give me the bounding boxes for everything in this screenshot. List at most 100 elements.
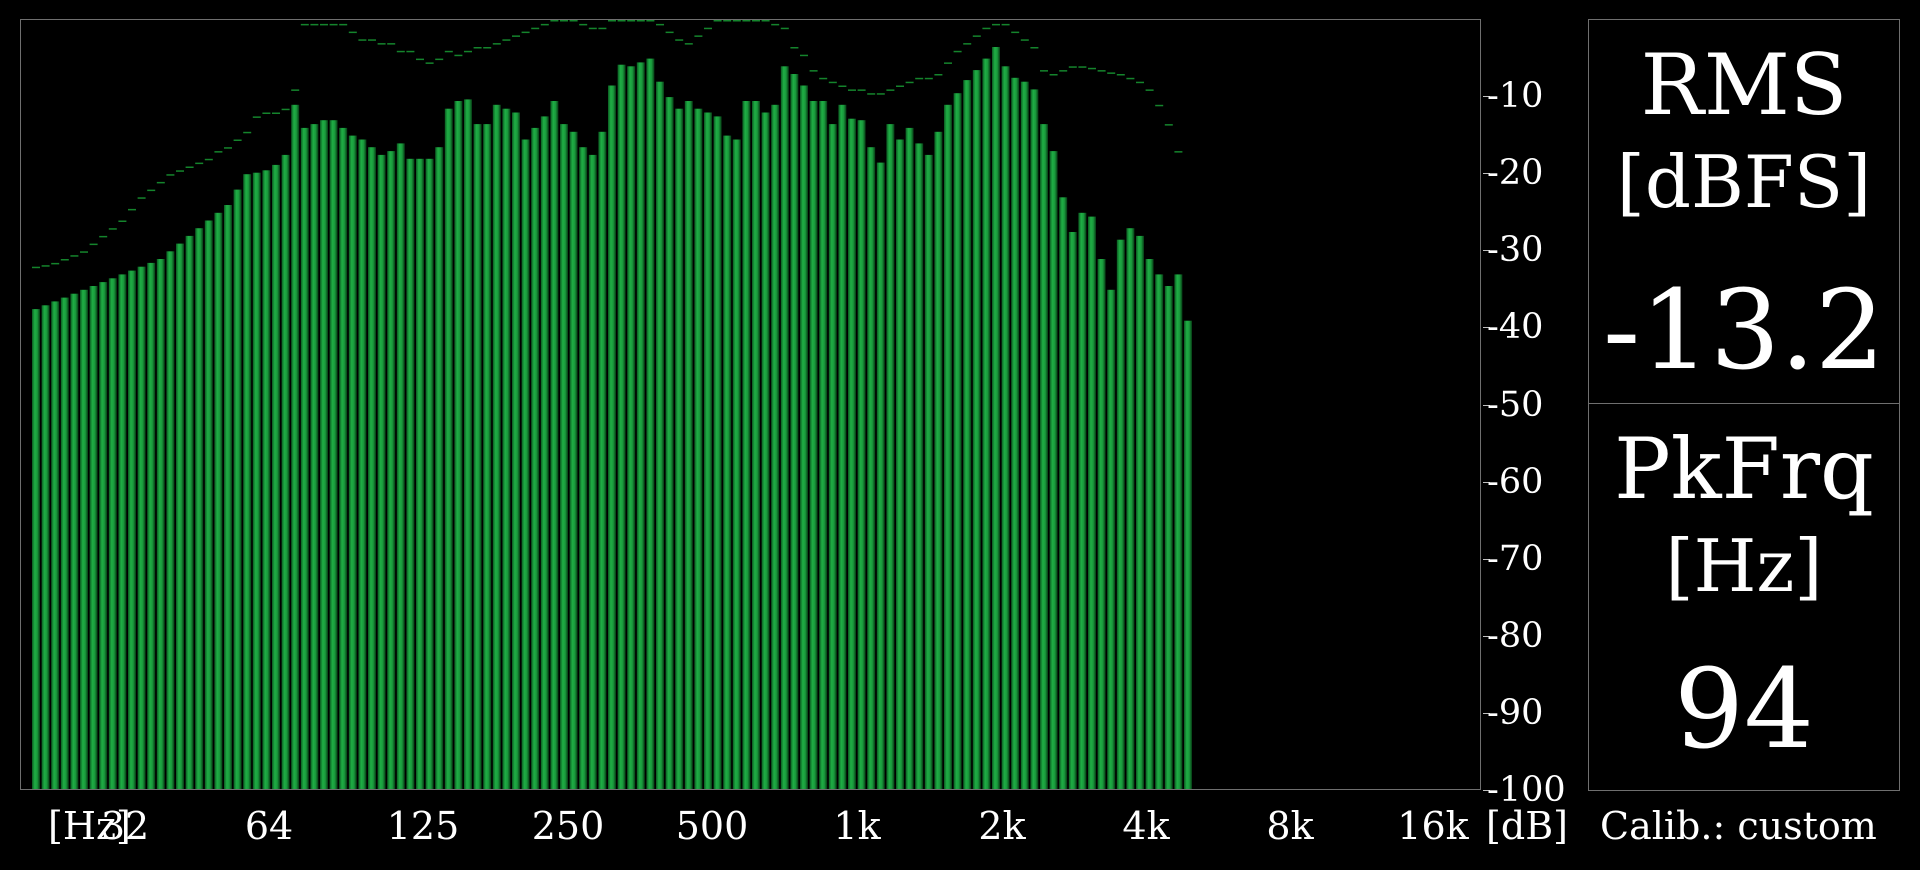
spectrum-bar: [243, 174, 252, 789]
peak-hold-marker: [1078, 66, 1087, 68]
peak-hold-marker: [51, 262, 60, 265]
peak-hold-marker: [934, 74, 943, 76]
spectrum-bar: [512, 112, 520, 789]
peak-hold-marker: [329, 23, 338, 26]
peak-hold-marker: [99, 235, 108, 238]
peak-hold-marker: [819, 77, 828, 80]
peak-hold-marker: [1040, 70, 1048, 72]
spectrum-plot[interactable]: [20, 19, 1481, 790]
freq-tick-32: 32: [100, 804, 150, 848]
spectrum-bar: [272, 164, 280, 789]
freq-tick-250: 250: [531, 804, 605, 848]
spectrum-bar: [118, 274, 127, 789]
spectrum-bar: [828, 124, 837, 789]
spectrum-bar: [761, 112, 770, 789]
peak-hold-marker: [387, 43, 396, 45]
peak-hold-marker: [828, 81, 837, 84]
spectrum-bar: [425, 158, 434, 789]
peak-hold-marker: [128, 208, 136, 211]
spectrum-bar: [1049, 151, 1058, 789]
peak-hold-marker: [761, 20, 770, 22]
spectrum-bar: [1059, 197, 1068, 789]
spectrum-bar: [310, 124, 319, 789]
peak-hold-marker: [656, 23, 664, 26]
spectrum-bar: [329, 120, 338, 789]
db-tick-label: -70: [1487, 538, 1544, 579]
db-tick-mark: [1483, 635, 1490, 637]
peak-hold-marker: [320, 23, 328, 26]
db-tick-mark: [1483, 173, 1490, 175]
spectrum-bar: [41, 305, 50, 789]
peak-hold-marker: [281, 108, 290, 111]
peak-hold-marker: [1059, 70, 1068, 72]
peak-hold-marker: [1164, 124, 1173, 126]
peak-hold-marker: [185, 166, 194, 168]
spectrum-bar: [1020, 81, 1029, 789]
spectrum-bar: [1011, 77, 1020, 789]
spectrum-bar: [435, 147, 444, 789]
peak-hold-marker: [704, 27, 712, 30]
peak-hold-marker: [1126, 77, 1135, 80]
peak-hold-marker: [982, 27, 991, 30]
spectrum-bar: [876, 162, 885, 789]
peak-hold-marker: [915, 77, 924, 80]
peak-hold-marker: [70, 255, 79, 257]
spectrum-bar: [214, 212, 223, 789]
peak-hold-marker: [771, 23, 780, 26]
peak-hold-marker: [684, 43, 693, 45]
spectrum-bar: [963, 80, 972, 789]
spectrum-bar: [684, 101, 693, 789]
spectrum-bar: [742, 101, 751, 789]
spectrum-bar: [1068, 232, 1077, 789]
spectrum-bar: [1136, 235, 1144, 789]
spectrum-bar: [406, 158, 415, 789]
spectrum-bar: [896, 139, 904, 789]
peak-hold-marker: [992, 23, 1000, 26]
peak-hold-marker: [675, 39, 684, 41]
db-tick-mark: [1483, 327, 1490, 329]
spectrum-bar: [924, 154, 933, 789]
spectrum-bar: [80, 289, 88, 789]
spectrum-bar: [646, 58, 655, 789]
peak-hold-marker: [560, 20, 568, 22]
spectrum-bar: [540, 116, 549, 789]
freq-tick-16k: 16k: [1397, 804, 1469, 848]
spectrum-bar: [1164, 286, 1173, 789]
spectrum-bar: [713, 116, 722, 789]
peak-hold-marker: [156, 181, 165, 184]
spectrum-bar: [809, 101, 818, 789]
peak-hold-marker: [809, 70, 818, 72]
spectrum-bar: [992, 47, 1000, 789]
peak-hold-marker: [137, 197, 146, 199]
peak-hold-marker: [924, 77, 933, 80]
peak-hold-marker: [108, 228, 117, 230]
spectrum-bar: [473, 124, 482, 789]
peak-hold-marker: [1097, 70, 1106, 72]
calibration-status[interactable]: Calib.: custom: [1600, 804, 1877, 848]
freq-tick-500: 500: [675, 804, 749, 848]
spectrum-bar: [636, 62, 645, 789]
spectrum-bar: [51, 301, 60, 789]
spectrum-bar: [99, 282, 108, 789]
spectrum-bar: [252, 172, 261, 789]
peak-hold-marker: [848, 89, 856, 91]
spectrum-bar: [396, 143, 405, 789]
spectrum-bar: [444, 108, 453, 789]
spectrum-bar: [934, 131, 943, 789]
spectrum-bar: [195, 228, 204, 789]
spectrum-bar: [732, 139, 741, 789]
peak-hold-marker: [1155, 104, 1164, 107]
peak-hold-marker: [800, 54, 808, 57]
peak-hold-marker: [348, 31, 357, 34]
db-tick-label: -100: [1487, 770, 1566, 810]
peak-hold-marker: [416, 58, 424, 61]
rms-unit: [dBFS]: [1616, 140, 1872, 224]
peak-hold-marker: [502, 39, 511, 41]
peak-hold-marker: [1001, 23, 1010, 26]
freq-tick-8k: 8k: [1266, 804, 1314, 848]
spectrum-bar: [1126, 228, 1135, 789]
spectrum-bar: [281, 154, 290, 789]
spectrum-bar: [204, 220, 213, 789]
freq-tick-4k: 4k: [1122, 804, 1170, 848]
